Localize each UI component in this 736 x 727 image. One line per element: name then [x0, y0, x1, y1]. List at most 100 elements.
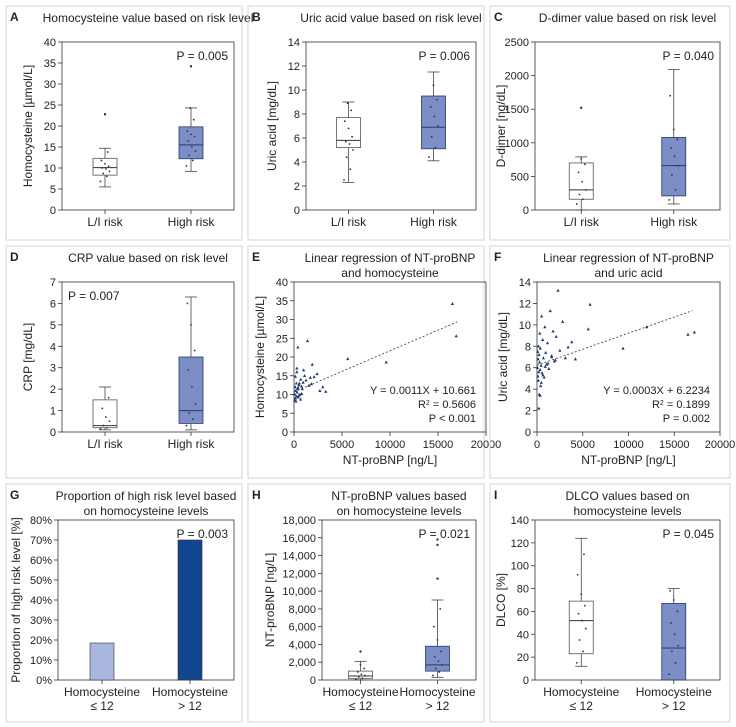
data-point: [307, 383, 311, 387]
box-2: [178, 296, 204, 431]
data-point: [433, 115, 436, 118]
plot-area: [534, 41, 721, 211]
y-tick-label: 0: [282, 427, 288, 439]
data-point: [357, 675, 360, 678]
y-tick-label: 3: [50, 363, 56, 375]
data-point: [191, 146, 193, 148]
data-point: [294, 388, 298, 392]
data-point: [670, 621, 672, 624]
data-point: [544, 350, 548, 354]
x-tick-label: 15000: [659, 439, 690, 451]
data-point: [192, 118, 195, 121]
y-tick-label: 60: [517, 606, 529, 618]
y-tick-label: 14,000: [282, 551, 316, 563]
data-point: [558, 348, 562, 352]
y-axis-label: Uric acid [mg/dL]: [265, 81, 279, 171]
data-point: [293, 392, 297, 396]
data-point: [296, 395, 300, 399]
y-tick-label: 0: [523, 205, 529, 217]
data-point: [302, 373, 307, 377]
data-point: [347, 127, 350, 130]
y-tick-label: 6,000: [288, 622, 316, 634]
y-tick-label: 14: [288, 37, 300, 49]
y-tick-label: 1000: [505, 138, 529, 150]
data-point: [539, 314, 544, 318]
data-point: [293, 385, 297, 389]
y-tick-label: 35: [44, 58, 56, 70]
box-iqr: [92, 399, 118, 429]
data-point: [541, 338, 545, 342]
y-tick-label: 10: [44, 163, 56, 175]
y-tick-label: 40: [276, 277, 288, 289]
data-point: [186, 130, 189, 132]
data-point: [668, 199, 671, 201]
data-point: [432, 674, 434, 677]
y-tick-label: 60%: [30, 555, 52, 567]
panel-border: [489, 483, 731, 723]
data-point: [674, 188, 677, 191]
data-point: [297, 393, 301, 397]
data-point: [436, 639, 439, 641]
y-tick-label: 10: [276, 390, 288, 402]
y-tick-label: 20%: [30, 635, 52, 647]
data-point: [554, 334, 558, 338]
data-point: [321, 385, 325, 389]
plot-area: [534, 519, 721, 681]
data-point: [546, 361, 550, 365]
data-point: [308, 375, 312, 379]
data-point: [295, 370, 299, 374]
y-tick-label: 5: [50, 184, 56, 196]
panel-A: A Homocysteine value based on risk level 0…: [5, 5, 253, 241]
data-point: [364, 674, 366, 677]
category-label: High risk: [410, 215, 458, 229]
panel-border: [489, 5, 731, 241]
panel-border: [247, 5, 485, 241]
chart-title: DLCO values based on: [565, 489, 689, 503]
category-label: > 12: [662, 699, 686, 713]
data-point: [439, 607, 442, 610]
data-point: [588, 302, 592, 306]
data-point: [535, 365, 540, 369]
regression-stat: R2 = 0.1899: [652, 399, 710, 411]
y-tick-label: 18,000: [282, 515, 316, 527]
panel-B: B Uric acid value based on risk level 0 2 4 6…: [247, 5, 485, 241]
data-point: [190, 323, 192, 326]
data-point: [668, 673, 671, 676]
data-point: [537, 353, 541, 357]
data-point: [359, 663, 362, 666]
data-point: [295, 390, 299, 394]
p-value-label: P = 0.006: [419, 49, 471, 63]
data-point: [187, 140, 190, 143]
category-label: High risk: [168, 215, 216, 229]
data-point: [676, 610, 679, 613]
y-tick-label: 15: [44, 142, 56, 154]
y-tick-label: 80%: [30, 515, 52, 527]
data-point: [300, 387, 304, 391]
outlier-point: [436, 577, 439, 580]
data-point: [384, 360, 388, 364]
data-point: [191, 418, 194, 421]
panel-border: [5, 245, 243, 479]
y-tick-label: 0: [310, 675, 316, 687]
y-tick-label: 40: [44, 37, 56, 49]
panel-border: [247, 245, 485, 479]
y-tick-label: 1: [50, 406, 56, 418]
category-label: Homocysteine: [636, 685, 712, 699]
data-point: [299, 377, 303, 381]
box-iqr: [92, 157, 118, 176]
data-point: [185, 424, 188, 427]
data-point: [102, 172, 105, 175]
y-axis-label: Proportion of high risk level [%]: [9, 517, 23, 682]
data-point: [312, 375, 316, 379]
data-point: [586, 327, 590, 331]
data-point: [543, 364, 547, 368]
data-point: [298, 397, 303, 401]
plot-area: [321, 519, 477, 681]
panel-border: [5, 483, 243, 723]
data-point: [429, 105, 432, 108]
data-point: [578, 639, 581, 641]
chart-title: and uric acid: [594, 266, 662, 280]
y-axis-label: D-dimer [ng/dL]: [494, 85, 508, 168]
